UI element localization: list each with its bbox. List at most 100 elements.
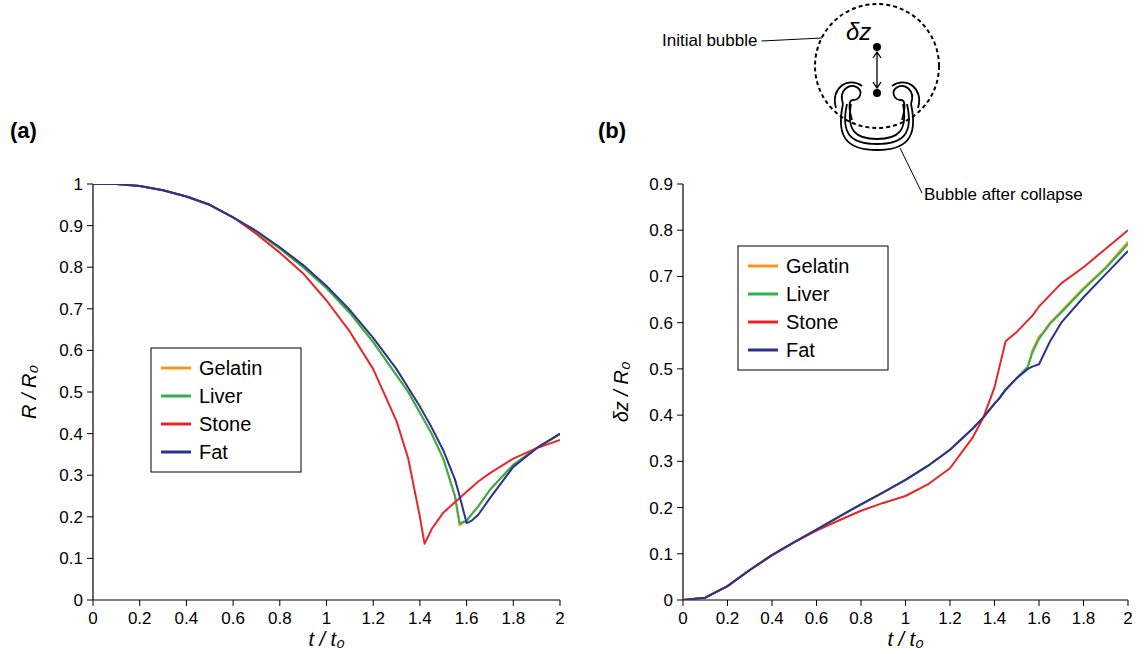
figure: (a)00.20.40.60.811.21.41.61.8200.10.20.3… bbox=[0, 0, 1145, 654]
y-axis-title: δz / R₀ bbox=[610, 362, 632, 423]
plot-area bbox=[93, 184, 560, 544]
inset-diagram: Initial bubble δz Bubble after collapse bbox=[662, 4, 1083, 204]
panel: (a)00.20.40.60.811.21.41.61.8200.10.20.3… bbox=[10, 118, 565, 650]
x-tick bbox=[513, 600, 514, 606]
y-tick-label: 0.3 bbox=[59, 466, 83, 485]
x-tick bbox=[683, 600, 684, 606]
series-line bbox=[683, 244, 1128, 600]
y-tick-label: 0 bbox=[74, 591, 83, 610]
y-tick bbox=[87, 392, 93, 393]
y-tick bbox=[87, 184, 93, 185]
x-tick-label: 2 bbox=[555, 609, 564, 628]
series-line bbox=[683, 242, 1128, 600]
legend-swatch bbox=[748, 293, 778, 296]
y-tick bbox=[677, 415, 683, 416]
x-tick-label: 1.4 bbox=[983, 609, 1007, 628]
leader-line bbox=[761, 38, 822, 41]
legend-swatch bbox=[161, 423, 191, 426]
legend-swatch bbox=[748, 349, 778, 352]
y-tick-label: 0.8 bbox=[59, 258, 83, 277]
legend: GelatinLiverStoneFat bbox=[738, 246, 888, 370]
y-tick bbox=[677, 507, 683, 508]
series-line bbox=[93, 184, 560, 544]
y-tick bbox=[87, 600, 93, 601]
y-tick bbox=[87, 308, 93, 309]
initial-bubble bbox=[815, 4, 939, 128]
x-tick-label: 0.8 bbox=[268, 609, 292, 628]
legend-label: Gelatin bbox=[199, 357, 262, 379]
legend-swatch bbox=[161, 395, 191, 398]
x-tick bbox=[139, 600, 140, 606]
collapsed-bubble bbox=[894, 86, 913, 120]
legend-swatch bbox=[748, 265, 778, 268]
y-tick bbox=[87, 516, 93, 517]
y-tick-label: 0.7 bbox=[649, 267, 673, 286]
panel: (b)00.20.40.60.811.21.41.61.8200.10.20.3… bbox=[598, 4, 1133, 650]
y-tick-label: 0.2 bbox=[59, 508, 83, 527]
series-line bbox=[683, 230, 1128, 600]
legend-swatch bbox=[161, 451, 191, 454]
y-tick bbox=[677, 461, 683, 462]
x-tick bbox=[279, 600, 280, 606]
collapsed-bubble bbox=[850, 104, 905, 139]
y-tick-label: 0.3 bbox=[649, 452, 673, 471]
y-tick bbox=[677, 322, 683, 323]
legend-label: Stone bbox=[786, 311, 838, 333]
x-tick-label: 1.6 bbox=[455, 609, 479, 628]
legend-box bbox=[738, 246, 888, 370]
y-tick-label: 1 bbox=[74, 175, 83, 194]
legend-label: Liver bbox=[786, 283, 830, 305]
x-tick-label: 0.4 bbox=[175, 609, 199, 628]
y-tick-label: 0 bbox=[664, 591, 673, 610]
legend-swatch bbox=[161, 367, 191, 370]
annotation: Initial bubble bbox=[662, 31, 757, 50]
y-tick bbox=[87, 433, 93, 434]
annotation: Bubble after collapse bbox=[924, 185, 1083, 204]
x-tick-label: 1.8 bbox=[1072, 609, 1096, 628]
y-tick bbox=[87, 267, 93, 268]
legend-label: Liver bbox=[199, 385, 243, 407]
y-tick bbox=[677, 276, 683, 277]
annotation: δz bbox=[846, 18, 871, 45]
x-tick bbox=[233, 600, 234, 606]
x-tick bbox=[950, 600, 951, 606]
y-tick-label: 0.9 bbox=[649, 175, 673, 194]
centroid-dot bbox=[873, 43, 881, 51]
y-tick bbox=[87, 475, 93, 476]
y-tick-label: 0.1 bbox=[59, 549, 83, 568]
y-tick bbox=[87, 225, 93, 226]
x-tick bbox=[419, 600, 420, 606]
x-tick-label: 1 bbox=[901, 609, 910, 628]
y-tick bbox=[677, 553, 683, 554]
x-tick-label: 0.2 bbox=[716, 609, 740, 628]
y-tick bbox=[677, 600, 683, 601]
legend: GelatinLiverStoneFat bbox=[151, 348, 301, 472]
x-tick-label: 1.2 bbox=[361, 609, 385, 628]
y-tick-label: 0.5 bbox=[59, 383, 83, 402]
y-tick bbox=[677, 368, 683, 369]
x-tick bbox=[861, 600, 862, 606]
x-tick bbox=[1128, 600, 1129, 606]
y-tick-label: 0.6 bbox=[649, 314, 673, 333]
x-tick bbox=[560, 600, 561, 606]
x-tick-label: 0.8 bbox=[849, 609, 873, 628]
y-tick-label: 0.6 bbox=[59, 341, 83, 360]
y-tick-label: 0.8 bbox=[649, 221, 673, 240]
y-axis bbox=[682, 184, 683, 600]
x-tick-label: 0.6 bbox=[221, 609, 245, 628]
x-tick-label: 0 bbox=[678, 609, 687, 628]
y-tick-label: 0.4 bbox=[649, 406, 673, 425]
x-tick-label: 0 bbox=[88, 609, 97, 628]
collapsed-bubble bbox=[842, 86, 861, 120]
x-tick bbox=[93, 600, 94, 606]
legend-label: Fat bbox=[199, 441, 228, 463]
collapsed-bubble bbox=[835, 82, 862, 108]
x-tick bbox=[1083, 600, 1084, 606]
x-tick-label: 1 bbox=[322, 609, 331, 628]
x-tick bbox=[772, 600, 773, 606]
y-tick-label: 0.1 bbox=[649, 545, 673, 564]
panel-letter: (b) bbox=[598, 118, 626, 143]
y-axis-title: R / R₀ bbox=[18, 365, 40, 419]
y-tick bbox=[87, 558, 93, 559]
series-line bbox=[93, 184, 560, 523]
